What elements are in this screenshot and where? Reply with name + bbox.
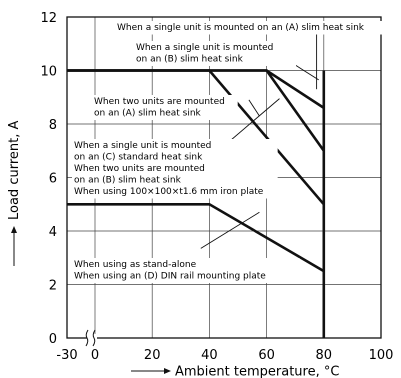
series-line-2: [67, 69, 325, 206]
annotation-background: [92, 95, 238, 120]
x-axis-arrow-head: [164, 368, 171, 374]
y-tick-label: 8: [49, 118, 57, 133]
y-tick-label: 6: [49, 172, 57, 187]
x-tick-label: 20: [144, 348, 161, 363]
annotations: When a single unit is mounted on an (A) …: [72, 21, 401, 283]
y-tick-label: 0: [49, 332, 57, 347]
x-axis-break: [85, 329, 97, 347]
annotation-0: When a single unit is mounted on an (A) …: [115, 21, 401, 35]
y-tick-labels: 0 2 4 6 8 10 12: [40, 11, 57, 347]
annotation-background: [72, 139, 278, 199]
x-tick-label: 80: [316, 348, 333, 363]
series-line-3: [67, 203, 325, 273]
axis-break-mark-left: [85, 329, 89, 347]
annotation-text: When using 100×100×t1.6 mm iron plate: [74, 187, 264, 197]
y-tick-label: 10: [40, 65, 57, 80]
y-axis-title: Load current, A: [7, 121, 22, 266]
annotation-text: When using as stand-alone: [74, 260, 197, 270]
annotation-text: When a single unit is mounted: [136, 43, 273, 53]
annotation-text: When using an (D) DIN rail mounting plat…: [74, 272, 266, 282]
x-tick-label: -30: [56, 348, 77, 363]
x-tick-label: 100: [369, 348, 394, 363]
annotation-background: [134, 41, 297, 66]
annotation-text: When two units are mounted: [94, 97, 225, 107]
x-axis-title: Ambient temperature, °C: [131, 365, 339, 378]
axis-break-gap: [87, 334, 97, 342]
annotation-text: on an (C) standard heat sink: [74, 153, 203, 163]
y-tick-label: 2: [49, 279, 57, 294]
x-tick-labels: -30 0 20 40 60 80 100: [56, 348, 393, 363]
y-axis-arrow-head: [11, 226, 17, 233]
annotation-text: on an (A) slim heat sink: [94, 109, 202, 119]
leader-line-2: [248, 99, 260, 117]
annotation-background: [72, 258, 300, 283]
x-tick-label: 40: [201, 348, 218, 363]
plot-frame: [66, 16, 382, 339]
y-tick-label: 12: [40, 11, 57, 26]
annotation-text: When two units are mounted: [74, 164, 205, 174]
annotation-text: on an (B) slim heat sink: [74, 176, 182, 186]
y-axis-label: Load current, A: [7, 121, 22, 220]
annotation-background: [115, 21, 401, 35]
axis-break-mark-right: [92, 329, 96, 347]
annotation-text: When a single unit is mounted: [74, 141, 211, 151]
annotation-2: When two units are mounted on an (A) slim…: [92, 95, 238, 120]
x-tick-label: 60: [258, 348, 275, 363]
annotation-text: When a single unit is mounted on an (A) …: [117, 23, 365, 33]
annotation-4: When using as stand-alone When using an (…: [72, 258, 300, 283]
leader-line-4: [200, 211, 260, 249]
y-tick-label: 4: [49, 225, 57, 240]
series-group: [67, 69, 326, 338]
x-axis-label: Ambient temperature, °C: [175, 365, 339, 378]
annotation-1: When a single unit is mounted on an (B) s…: [134, 41, 297, 66]
annotation-3: When a single unit is mounted on an (C) s…: [72, 139, 278, 199]
x-tick-label: 0: [91, 348, 99, 363]
annotation-text: on an (B) slim heat sink: [136, 55, 244, 65]
